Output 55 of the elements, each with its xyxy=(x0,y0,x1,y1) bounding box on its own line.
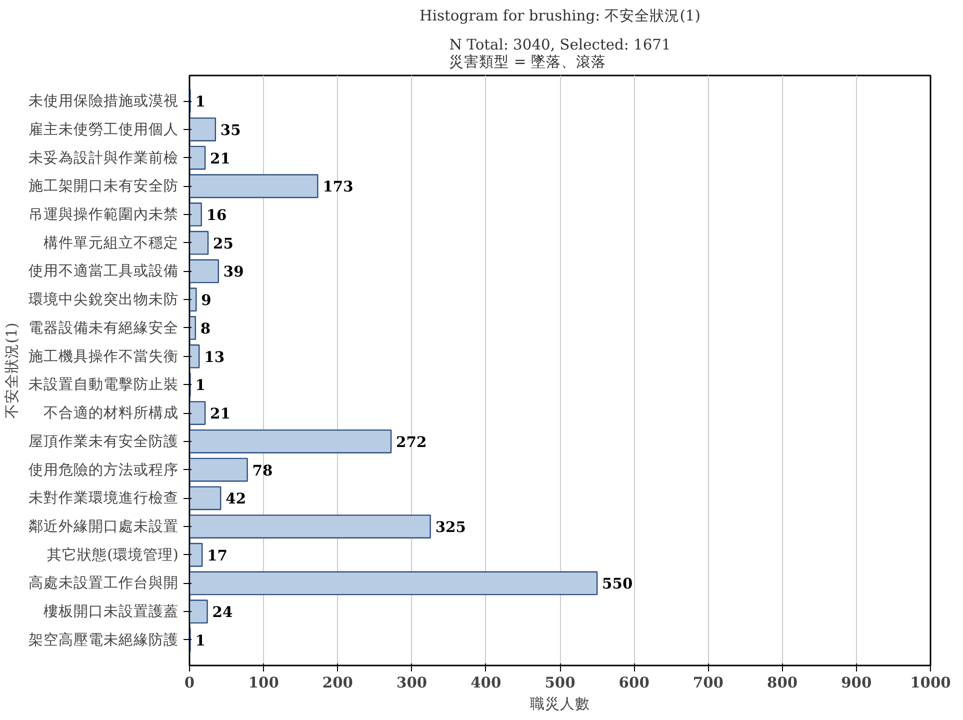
y-tick-label: 未妥為設計與作業前檢 xyxy=(28,149,178,166)
chart-title: Histogram for brushing: 不安全狀況(1) xyxy=(420,8,700,24)
y-tick-label: 吊運與操作範圍內未禁 xyxy=(28,206,178,223)
data-label: 42 xyxy=(226,490,246,508)
y-tick-label: 鄰近外緣開口處未設置 xyxy=(28,518,178,536)
data-label: 24 xyxy=(212,604,233,622)
data-label: 272 xyxy=(396,434,427,451)
y-tick-label: 施工架開口未有安全防 xyxy=(28,178,178,195)
data-label: 13 xyxy=(204,348,225,366)
x-tick-label: 1000 xyxy=(910,674,951,692)
data-label: 17 xyxy=(207,547,228,564)
y-tick-label: 使用不適當工具或設備 xyxy=(28,262,178,280)
y-tick-label: 架空高壓電未絕緣防護 xyxy=(28,631,178,648)
y-tick-label: 施工機具操作不當失衡 xyxy=(28,348,178,365)
y-tick-label: 環境中尖銳突出物未防 xyxy=(28,291,178,308)
data-label: 78 xyxy=(252,462,273,480)
y-tick-label: 未對作業環境進行檢查 xyxy=(28,490,178,507)
y-tick-label: 高處未設置工作台與開 xyxy=(28,574,178,592)
data-label: 21 xyxy=(210,406,230,423)
data-label: 173 xyxy=(322,178,354,196)
chart-subtitle: N Total: 3040, Selected: 1671 災害類型 = 墜落、滾落 xyxy=(449,36,671,70)
data-label: 25 xyxy=(213,235,234,252)
x-tick-label: 900 xyxy=(841,674,872,692)
data-label: 1 xyxy=(195,377,206,394)
x-tick-label: 200 xyxy=(322,674,353,692)
data-label: 39 xyxy=(223,264,244,281)
y-tick-label: 構件單元組立不穩定 xyxy=(44,234,178,252)
data-label: 325 xyxy=(435,519,466,536)
y-tick-label: 使用危險的方法或程序 xyxy=(28,461,178,478)
x-tick-label: 700 xyxy=(692,674,724,692)
x-tick-label: 600 xyxy=(618,674,650,692)
data-label: 8 xyxy=(200,320,211,338)
x-tick-label: 300 xyxy=(396,674,428,692)
data-label: 9 xyxy=(201,292,212,310)
x-tick-label: 400 xyxy=(470,674,502,692)
y-tick-label: 雇主未使勞工使用個人 xyxy=(28,120,178,138)
y-tick-label: 電器設備未有絕緣安全 xyxy=(28,319,178,336)
y-tick-label: 樓板開口未設置護蓋 xyxy=(44,603,178,620)
x-tick-label: 100 xyxy=(248,674,279,692)
data-label: 1 xyxy=(195,632,206,650)
data-label: 550 xyxy=(602,576,633,593)
x-tick-label: 800 xyxy=(767,674,798,692)
data-label: 1 xyxy=(195,94,206,111)
x-tick-label: 0 xyxy=(184,674,195,692)
y-tick-label: 未使用保險措施或漠視 xyxy=(28,92,178,110)
y-tick-label: 屋頂作業未有安全防護 xyxy=(28,432,178,450)
x-axis-title: 職災人數 xyxy=(530,696,590,712)
data-label: 21 xyxy=(210,150,230,168)
y-tick-label: 其它狀態(環境管理) xyxy=(47,546,178,564)
data-label: 35 xyxy=(220,122,241,139)
data-label: 16 xyxy=(206,206,227,224)
y-axis-title: 不安全狀況(1) xyxy=(4,322,20,418)
y-tick-label: 不合適的材料所構成 xyxy=(44,404,178,422)
y-tick-label: 未設置自動電擊防止裝 xyxy=(28,376,178,394)
x-tick-label: 500 xyxy=(544,674,576,692)
